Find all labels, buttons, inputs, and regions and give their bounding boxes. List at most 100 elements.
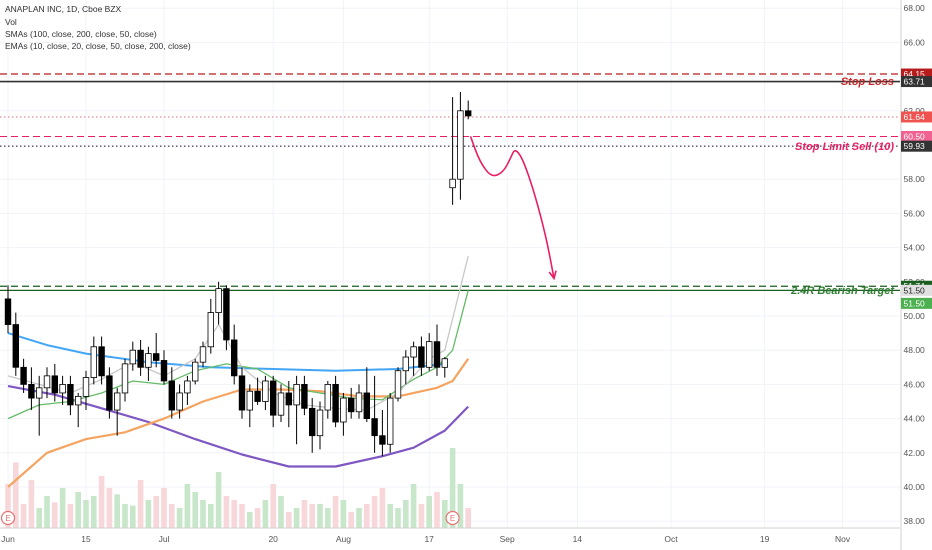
candle xyxy=(43,367,51,399)
grid xyxy=(0,0,900,528)
candle-body xyxy=(67,383,74,406)
volume-bar xyxy=(208,504,214,528)
earnings-marker-label: E xyxy=(5,514,10,523)
candle-body xyxy=(145,353,152,368)
price-axis-background xyxy=(901,0,932,550)
candle xyxy=(371,375,378,453)
candle-body xyxy=(308,407,316,437)
candle-body xyxy=(114,392,121,411)
candle xyxy=(363,367,370,423)
volume-bar xyxy=(293,508,300,528)
volume-bar xyxy=(348,512,354,528)
volume-bar xyxy=(301,500,308,528)
volume-bars xyxy=(5,448,471,528)
y-tick-label: 66.00 xyxy=(904,37,926,47)
candle-body xyxy=(355,392,363,413)
candle xyxy=(418,336,425,376)
x-tick-label: 14 xyxy=(573,534,583,544)
candle-body xyxy=(238,375,246,411)
candle xyxy=(347,387,355,419)
volume-bar xyxy=(200,500,206,528)
volume-bar xyxy=(106,488,113,528)
price-tag-label: 51.50 xyxy=(904,298,926,308)
candle-body xyxy=(207,312,214,348)
candle-body xyxy=(285,392,292,406)
volume-bar xyxy=(434,492,440,528)
candle-body xyxy=(168,380,175,411)
candle xyxy=(51,363,58,402)
y-tick-label: 42.00 xyxy=(904,448,926,458)
volume-bar xyxy=(325,508,331,528)
volume-bar xyxy=(137,480,144,528)
candle xyxy=(215,281,222,325)
y-tick-label: 56.00 xyxy=(904,208,926,218)
candle-body xyxy=(441,358,448,368)
candle xyxy=(340,392,347,436)
candle-body xyxy=(199,346,207,363)
level-annotation: 2.4R Bearish Target xyxy=(790,285,895,297)
candle-body xyxy=(301,383,308,409)
price-tag: 51.50 xyxy=(901,297,932,309)
y-tick-label: 54.00 xyxy=(904,243,926,253)
volume-bar xyxy=(239,504,245,528)
candle xyxy=(160,350,168,385)
volume-bar xyxy=(395,508,401,528)
candle-body xyxy=(254,390,261,402)
candle xyxy=(433,324,441,376)
price-tag: 61.64 xyxy=(901,111,932,123)
candle-body xyxy=(36,387,43,399)
candle xyxy=(152,333,160,368)
volume-bar xyxy=(114,494,120,528)
ema-indicator-label: EMAs (10, close, 20, close, 50, close, 2… xyxy=(5,41,191,51)
earnings-marker: E xyxy=(445,510,460,526)
candle-body xyxy=(394,370,402,399)
candle-body xyxy=(176,392,183,411)
candle xyxy=(316,401,324,450)
x-tick-label: 17 xyxy=(424,534,434,544)
candle-body xyxy=(418,346,425,368)
candle xyxy=(90,336,97,385)
candle xyxy=(98,336,105,385)
price-tag-label: 51.50 xyxy=(904,285,926,295)
candle xyxy=(457,91,464,200)
candle-body xyxy=(160,360,168,382)
symbol-title: ANAPLAN INC, 1D, Cboe BZX xyxy=(5,4,122,14)
candle xyxy=(114,387,121,436)
y-tick-label: 44.00 xyxy=(904,414,926,424)
candle xyxy=(464,100,472,120)
volume-bar xyxy=(67,504,74,528)
volume-bar xyxy=(145,500,152,528)
y-tick-label: 40.00 xyxy=(904,482,926,492)
price-tag-background xyxy=(901,284,932,296)
y-tick-label: 50.00 xyxy=(904,311,926,321)
x-tick-label: Nov xyxy=(835,534,851,544)
candle-body xyxy=(12,324,19,368)
candle xyxy=(394,367,402,402)
candle xyxy=(20,358,27,393)
candle-body xyxy=(51,375,58,394)
candle-body xyxy=(277,392,285,416)
candle-body xyxy=(269,380,277,416)
candle xyxy=(67,375,74,416)
volume-bar xyxy=(59,488,66,528)
candle xyxy=(106,367,113,419)
price-axis: 38.0040.0042.0044.0046.0048.0050.0052.00… xyxy=(900,0,932,550)
candle-body xyxy=(332,383,339,423)
candle-body xyxy=(20,366,27,385)
candle-body xyxy=(43,375,51,389)
candle xyxy=(207,298,214,354)
price-tag-label: 63.71 xyxy=(904,77,926,87)
candle-body xyxy=(137,349,144,368)
volume-bar xyxy=(192,492,198,528)
candle xyxy=(355,384,363,419)
candle-body xyxy=(293,383,300,406)
moving-average-line xyxy=(7,385,469,468)
candle xyxy=(308,398,316,453)
candle-body xyxy=(316,409,324,437)
projection-arrow xyxy=(469,136,555,279)
volume-bar xyxy=(410,484,417,528)
volume-bar xyxy=(5,484,11,528)
candle xyxy=(129,341,136,371)
